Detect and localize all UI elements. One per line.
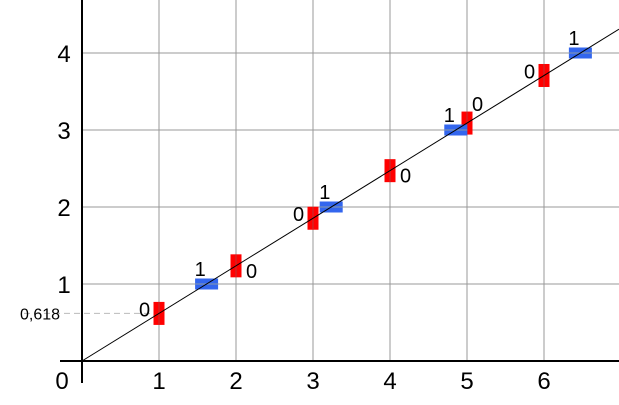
y-tick-label: 2 [57,195,70,222]
x-tick-label: 4 [383,368,396,395]
x-tick-label: 5 [460,368,473,395]
horizontal-crossing-label: 1 [444,105,455,127]
y-tick-label: 1 [57,272,70,299]
origin-label: 0 [55,368,68,395]
x-tick-label: 1 [152,368,165,395]
x-tick-label: 6 [537,368,550,395]
y-tick-label: 4 [57,41,70,68]
horizontal-crossing-label: 1 [319,182,330,204]
vertical-crossing-label: 0 [400,166,411,188]
horizontal-crossing-label: 1 [195,259,206,281]
horizontal-crossing-label: 1 [568,28,579,50]
vertical-crossing-label: 0 [139,299,150,321]
line-y-equals-slope-x [81,28,619,362]
x-tick-label: 2 [229,368,242,395]
y-tick-label: 3 [57,118,70,145]
vertical-crossing-label: 0 [293,204,304,226]
vertical-crossing-label: 0 [524,61,535,83]
x-tick-label: 3 [306,368,319,395]
vertical-crossing-label: 0 [246,261,257,283]
vertical-crossing-label: 0 [472,94,483,116]
slope-label: 0,618 [20,306,60,323]
